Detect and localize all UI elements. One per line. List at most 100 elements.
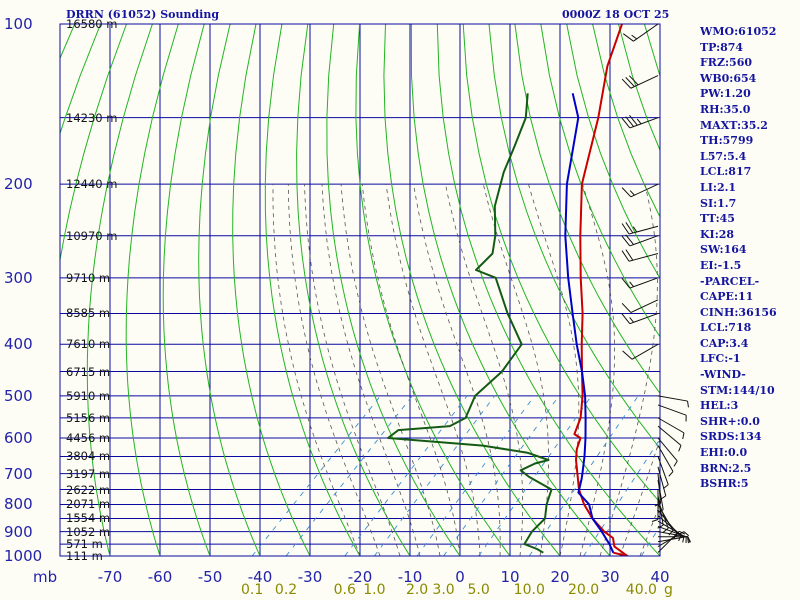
wind-barb-flag <box>687 536 691 543</box>
height-label: 14230 m <box>66 110 118 125</box>
wind-barb-flag <box>632 226 638 233</box>
wind-barb-flag <box>673 532 678 539</box>
height-label: 7610 m <box>66 337 111 352</box>
dry-adiabat <box>462 24 660 504</box>
moist-adiabat <box>272 184 361 556</box>
wind-barb <box>621 222 659 235</box>
mixing-ratio-tick-label: 5.0 <box>467 582 490 598</box>
index-item: TH:5799 <box>700 134 754 148</box>
wind-barb-flag <box>660 495 667 500</box>
wind-barb-flag <box>629 114 638 126</box>
moist-adiabat <box>528 183 580 556</box>
mixing-ratio-line <box>344 395 468 556</box>
pressure-tick-label: 200 <box>4 175 33 194</box>
index-item: CINH:36156 <box>700 305 777 319</box>
pressure-tick-label: 700 <box>4 464 33 483</box>
height-label: 1052 m <box>66 524 111 539</box>
mixing-ratio-tick-label: 10.0 <box>513 582 545 598</box>
pressure-tick-label: 900 <box>4 522 33 541</box>
mixing-ratio-unit-label: g <box>664 582 673 598</box>
wind-barb-flag <box>625 116 634 127</box>
wind-barb-flag <box>622 350 633 360</box>
temp-tick-label: -70 <box>97 568 123 586</box>
index-item: HEL:3 <box>700 399 739 413</box>
height-label: 5910 m <box>66 388 111 403</box>
mixing-ratio-tick-label: 0.1 <box>240 582 264 598</box>
height-label: 10970 m <box>66 228 118 243</box>
height-label: 3804 m <box>66 449 111 464</box>
index-item: -WIND- <box>700 368 746 382</box>
temp-tick-label: -30 <box>297 568 323 586</box>
height-label: 571 m <box>66 537 103 552</box>
wind-barb-flag <box>682 536 685 543</box>
wind-barb <box>657 531 689 544</box>
index-item: RH:35.0 <box>700 102 751 116</box>
moist-adiabat <box>304 184 401 556</box>
index-item: SI:1.7 <box>700 196 737 210</box>
wind-barb <box>622 343 659 360</box>
chart-datetime: 0000Z 18 OCT 25 <box>562 8 670 21</box>
temp-tick-label: 10 <box>500 568 520 586</box>
wind-barb-flag <box>621 187 632 198</box>
index-item: LFC:-1 <box>700 352 741 366</box>
wind-barb <box>621 234 659 247</box>
moist-adiabat <box>413 184 501 556</box>
wind-barb-staff <box>630 75 659 89</box>
wind-barb-staff <box>657 536 688 543</box>
moist-adiabat <box>482 184 549 556</box>
indices-panel: WMO:61052 TP:874 FRZ:560 WB0:654 PW:1.20 RH:3… <box>700 24 777 492</box>
wind-barb <box>657 456 669 489</box>
height-label: 1554 m <box>66 511 111 526</box>
dry-adiabat <box>566 24 660 280</box>
index-item: EI:-1.5 <box>700 258 742 272</box>
wind-barb <box>621 249 659 262</box>
wind-barb-flag <box>682 432 685 440</box>
wind-barb <box>654 473 662 507</box>
index-item: EHI:0.0 <box>700 446 748 460</box>
index-item: WB0:654 <box>700 71 757 85</box>
wind-barb <box>621 75 659 89</box>
index-item: BRN:2.5 <box>700 461 752 475</box>
wind-barb-staff <box>657 437 678 462</box>
height-label: 2071 m <box>66 497 111 512</box>
height-label: 5156 m <box>66 410 111 425</box>
height-label: 2622 m <box>66 482 111 497</box>
wind-barb-flag <box>636 118 642 125</box>
dry-adiabat <box>60 24 127 556</box>
height-label: 9710 m <box>66 270 111 285</box>
temp-tick-label: 20 <box>550 568 570 586</box>
dewpoint-line <box>387 93 553 554</box>
dry-adiabat <box>232 24 311 556</box>
wind-barb <box>657 495 664 529</box>
wind-barb-flag <box>621 117 631 129</box>
wind-barb-flag <box>678 534 682 542</box>
pressure-tick-label: 1000 <box>4 547 43 565</box>
wind-barb-flag <box>621 235 631 247</box>
dry-adiabat <box>86 24 153 556</box>
dry-adiabat <box>326 24 461 556</box>
pressure-unit-label: mb <box>33 568 58 586</box>
mixing-ratio-tick-label: 1.0 <box>363 582 386 598</box>
index-item: LCL:718 <box>700 321 752 335</box>
plot-area <box>60 24 660 556</box>
index-item: TT:45 <box>700 212 735 226</box>
height-label: 4456 m <box>66 430 111 445</box>
temperature-line <box>573 24 629 556</box>
dry-adiabat <box>514 24 660 395</box>
index-item: STM:144/10 <box>700 383 775 397</box>
wind-barb-flag <box>621 313 631 325</box>
moist-adiabat <box>639 503 660 556</box>
wind-barb-flag <box>654 503 661 507</box>
wind-barb-flag <box>687 536 689 544</box>
dry-adiabat <box>198 24 261 556</box>
index-item: SRDS:134 <box>700 430 762 444</box>
wind-barb-flag <box>621 250 630 262</box>
wind-barb-staff <box>629 117 659 129</box>
wind-barb-flag <box>629 281 634 288</box>
dry-adiabat <box>355 24 511 556</box>
wind-barb <box>622 23 659 42</box>
pressure-tick-label: 300 <box>4 268 33 287</box>
index-item: SHR+:0.0 <box>700 414 760 428</box>
wind-barb-staff <box>657 473 662 504</box>
index-item: CAP:3.4 <box>700 336 749 350</box>
